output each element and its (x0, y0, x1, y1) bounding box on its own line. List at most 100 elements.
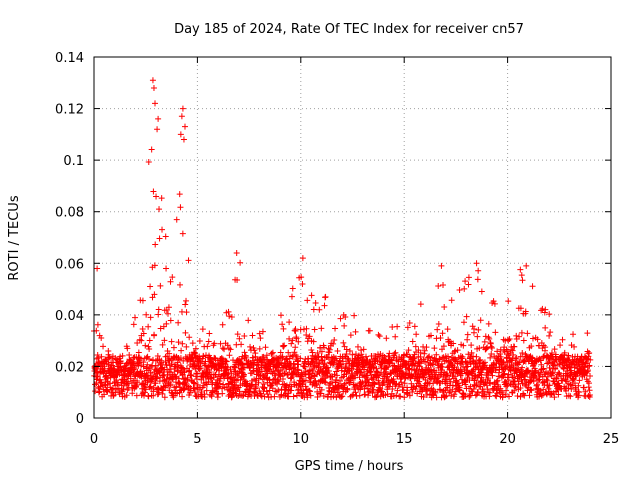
roti-point (223, 367, 230, 374)
roti-point (150, 188, 157, 195)
roti-point (130, 321, 137, 328)
roti-point (333, 377, 340, 384)
roti-point (321, 344, 328, 351)
roti-point (206, 369, 213, 376)
roti-point (461, 285, 468, 292)
roti-point (366, 327, 373, 334)
roti-point (312, 377, 319, 384)
roti-point (499, 391, 506, 398)
roti-point (116, 371, 123, 378)
roti-point (132, 314, 139, 321)
roti-point (376, 353, 383, 360)
roti-point (299, 255, 306, 262)
roti-point (182, 329, 189, 336)
roti-point (340, 339, 347, 346)
roti-point (177, 204, 184, 211)
roti-point (113, 371, 120, 378)
roti-point (325, 368, 332, 375)
roti-point (219, 345, 226, 352)
roti-point (354, 343, 361, 350)
roti-point (247, 343, 254, 350)
roti-point (440, 343, 447, 350)
roti-point (374, 357, 381, 364)
roti-point (269, 385, 276, 392)
roti-point (219, 390, 226, 397)
roti-point (486, 335, 493, 342)
roti-point (225, 308, 232, 315)
roti-point (546, 332, 553, 339)
roti-point (289, 285, 296, 292)
roti-point (289, 337, 296, 344)
roti-point (518, 272, 525, 279)
roti-point (163, 376, 170, 383)
roti-point (286, 319, 293, 326)
roti-point (361, 385, 368, 392)
roti-point (298, 274, 305, 281)
roti-point (390, 376, 397, 383)
roti-point (395, 382, 402, 389)
roti-point (152, 100, 159, 107)
roti-point (567, 393, 574, 400)
x-tick-label: 10 (293, 432, 310, 447)
roti-point (510, 351, 517, 358)
roti-point (189, 340, 196, 347)
roti-point (193, 376, 200, 383)
roti-point (420, 393, 427, 400)
roti-point (318, 325, 325, 332)
roti-point (364, 376, 371, 383)
roti-point (465, 281, 472, 288)
roti-point (306, 387, 313, 394)
roti-point (351, 312, 358, 319)
roti-point (98, 353, 105, 360)
x-tick-label: 0 (90, 432, 98, 447)
roti-point (384, 373, 391, 380)
roti-point (131, 366, 138, 373)
roti-point (129, 390, 136, 397)
roti-point (291, 360, 298, 367)
roti-point (285, 349, 292, 356)
roti-point (179, 230, 186, 237)
roti-point (504, 374, 511, 381)
roti-point (416, 363, 423, 370)
roti-point (326, 381, 333, 388)
roti-point (104, 388, 111, 395)
roti-point (178, 347, 185, 354)
roti-point (179, 393, 186, 400)
roti-point (314, 349, 321, 356)
roti-point (337, 377, 344, 384)
roti-point (245, 317, 252, 324)
roti-point (158, 357, 165, 364)
roti-point (221, 346, 228, 353)
roti-point (292, 328, 299, 335)
roti-point (389, 385, 396, 392)
roti-point (383, 335, 390, 342)
roti-point (356, 364, 363, 371)
roti-point (237, 259, 244, 266)
roti-point (311, 326, 318, 333)
roti-point (283, 382, 290, 389)
roti-point (586, 362, 593, 369)
roti-point (269, 349, 276, 356)
roti-point (528, 387, 535, 394)
roti-point (252, 353, 259, 360)
roti-point (120, 386, 127, 393)
roti-point (324, 370, 331, 377)
roti-point (438, 262, 445, 269)
roti-point (346, 347, 353, 354)
roti-point (374, 392, 381, 399)
roti-point (177, 387, 184, 394)
chart-title: Day 185 of 2024, Rate Of TEC Index for r… (174, 22, 524, 37)
roti-point (485, 320, 492, 327)
roti-point (263, 388, 270, 395)
roti-point (547, 329, 554, 336)
roti-point (118, 382, 125, 389)
roti-point (170, 344, 177, 351)
roti-point (147, 363, 154, 370)
roti-point (380, 379, 387, 386)
roti-point (326, 346, 333, 353)
roti-point (251, 347, 258, 354)
roti-point (225, 380, 232, 387)
roti-point (557, 373, 564, 380)
roti-point (233, 249, 240, 256)
